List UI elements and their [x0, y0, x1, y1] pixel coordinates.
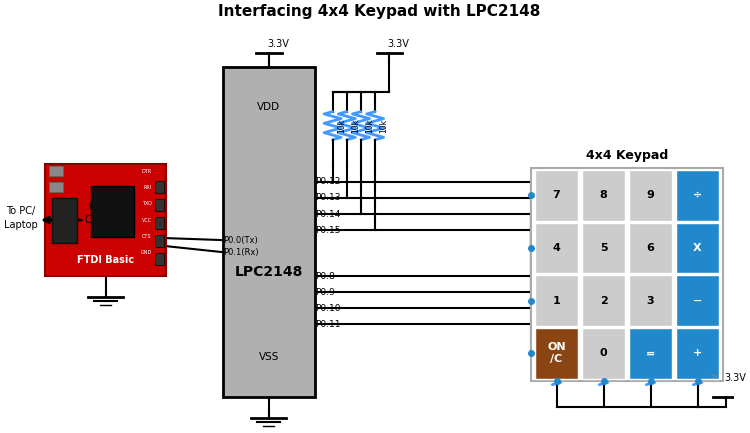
Bar [535, 275, 578, 326]
Bar [49, 166, 63, 176]
Bar [92, 186, 134, 237]
Text: 3.3V: 3.3V [267, 39, 289, 49]
Bar [155, 199, 164, 211]
Text: P0.8: P0.8 [316, 272, 335, 281]
Bar [155, 217, 164, 229]
Bar [582, 170, 626, 220]
Text: 0: 0 [600, 348, 608, 358]
Bar [535, 170, 578, 220]
Text: LPC2148: LPC2148 [235, 265, 303, 278]
Text: TXO: TXO [142, 201, 152, 207]
Text: Laptop: Laptop [4, 220, 38, 229]
Text: P0.10: P0.10 [316, 304, 341, 313]
Text: P0.15: P0.15 [316, 226, 341, 235]
Bar [628, 328, 672, 378]
Text: 9: 9 [646, 190, 655, 200]
Text: 6: 6 [646, 243, 655, 253]
Text: FTDI Basic: FTDI Basic [77, 255, 134, 265]
Text: GND: GND [140, 250, 152, 255]
Text: 10k: 10k [337, 119, 346, 133]
Text: 4: 4 [553, 243, 560, 253]
Bar [53, 197, 77, 242]
Text: VDD: VDD [257, 102, 280, 112]
Text: P0.11: P0.11 [316, 320, 341, 329]
Bar [535, 223, 578, 273]
Text: P0.12: P0.12 [316, 178, 341, 186]
Text: 2: 2 [600, 296, 608, 306]
Text: ÷: ÷ [693, 190, 702, 200]
Text: 7: 7 [553, 190, 560, 200]
Bar [582, 223, 626, 273]
Bar [676, 275, 719, 326]
Text: 3.3V: 3.3V [724, 373, 746, 383]
Bar [628, 223, 672, 273]
Bar [676, 170, 719, 220]
Text: 4x4 Keypad: 4x4 Keypad [586, 149, 668, 162]
Text: USB: USB [88, 201, 109, 212]
Bar [223, 68, 315, 397]
Text: RXI: RXI [143, 185, 152, 191]
Text: ON
/C: ON /C [548, 343, 566, 364]
Text: +: + [693, 348, 702, 358]
Title: Interfacing 4x4 Keypad with LPC2148: Interfacing 4x4 Keypad with LPC2148 [217, 4, 540, 19]
Bar [676, 223, 719, 273]
Text: CTS: CTS [142, 233, 152, 239]
Text: 10k: 10k [561, 364, 570, 378]
Text: DTR: DTR [142, 169, 152, 174]
Text: 5: 5 [600, 243, 608, 253]
Text: X: X [693, 243, 702, 253]
Text: 8: 8 [600, 190, 608, 200]
Text: P0.14: P0.14 [316, 210, 341, 219]
Text: 10k: 10k [365, 119, 374, 133]
Text: 3.3V: 3.3V [388, 39, 410, 49]
Text: 10k: 10k [380, 119, 388, 133]
Text: Cable: Cable [85, 215, 112, 225]
Bar [155, 235, 164, 247]
Text: P0.9: P0.9 [316, 288, 335, 297]
Text: VCC: VCC [142, 217, 152, 223]
Text: 10k: 10k [702, 364, 711, 378]
Text: VSS: VSS [259, 352, 279, 362]
Text: To PC/: To PC/ [6, 206, 35, 216]
Bar [628, 275, 672, 326]
Bar [45, 164, 166, 276]
Text: 10k: 10k [608, 364, 616, 378]
Text: 1: 1 [553, 296, 560, 306]
Text: 10k: 10k [351, 119, 360, 133]
Bar [676, 328, 719, 378]
Bar [628, 170, 672, 220]
Text: 10k: 10k [655, 364, 664, 378]
Bar [535, 328, 578, 378]
Bar [155, 181, 164, 193]
Text: EW: EW [710, 374, 719, 378]
Bar [155, 253, 164, 265]
Text: =: = [646, 348, 656, 358]
Bar [49, 182, 63, 192]
Bar [531, 168, 723, 381]
Bar [582, 328, 626, 378]
Bar [582, 275, 626, 326]
Text: −: − [693, 296, 702, 306]
Text: P0.13: P0.13 [316, 194, 341, 203]
Text: P0.1(Rx): P0.1(Rx) [224, 248, 259, 257]
Text: 3: 3 [646, 296, 655, 306]
Text: P0.0(Tx): P0.0(Tx) [224, 236, 258, 245]
